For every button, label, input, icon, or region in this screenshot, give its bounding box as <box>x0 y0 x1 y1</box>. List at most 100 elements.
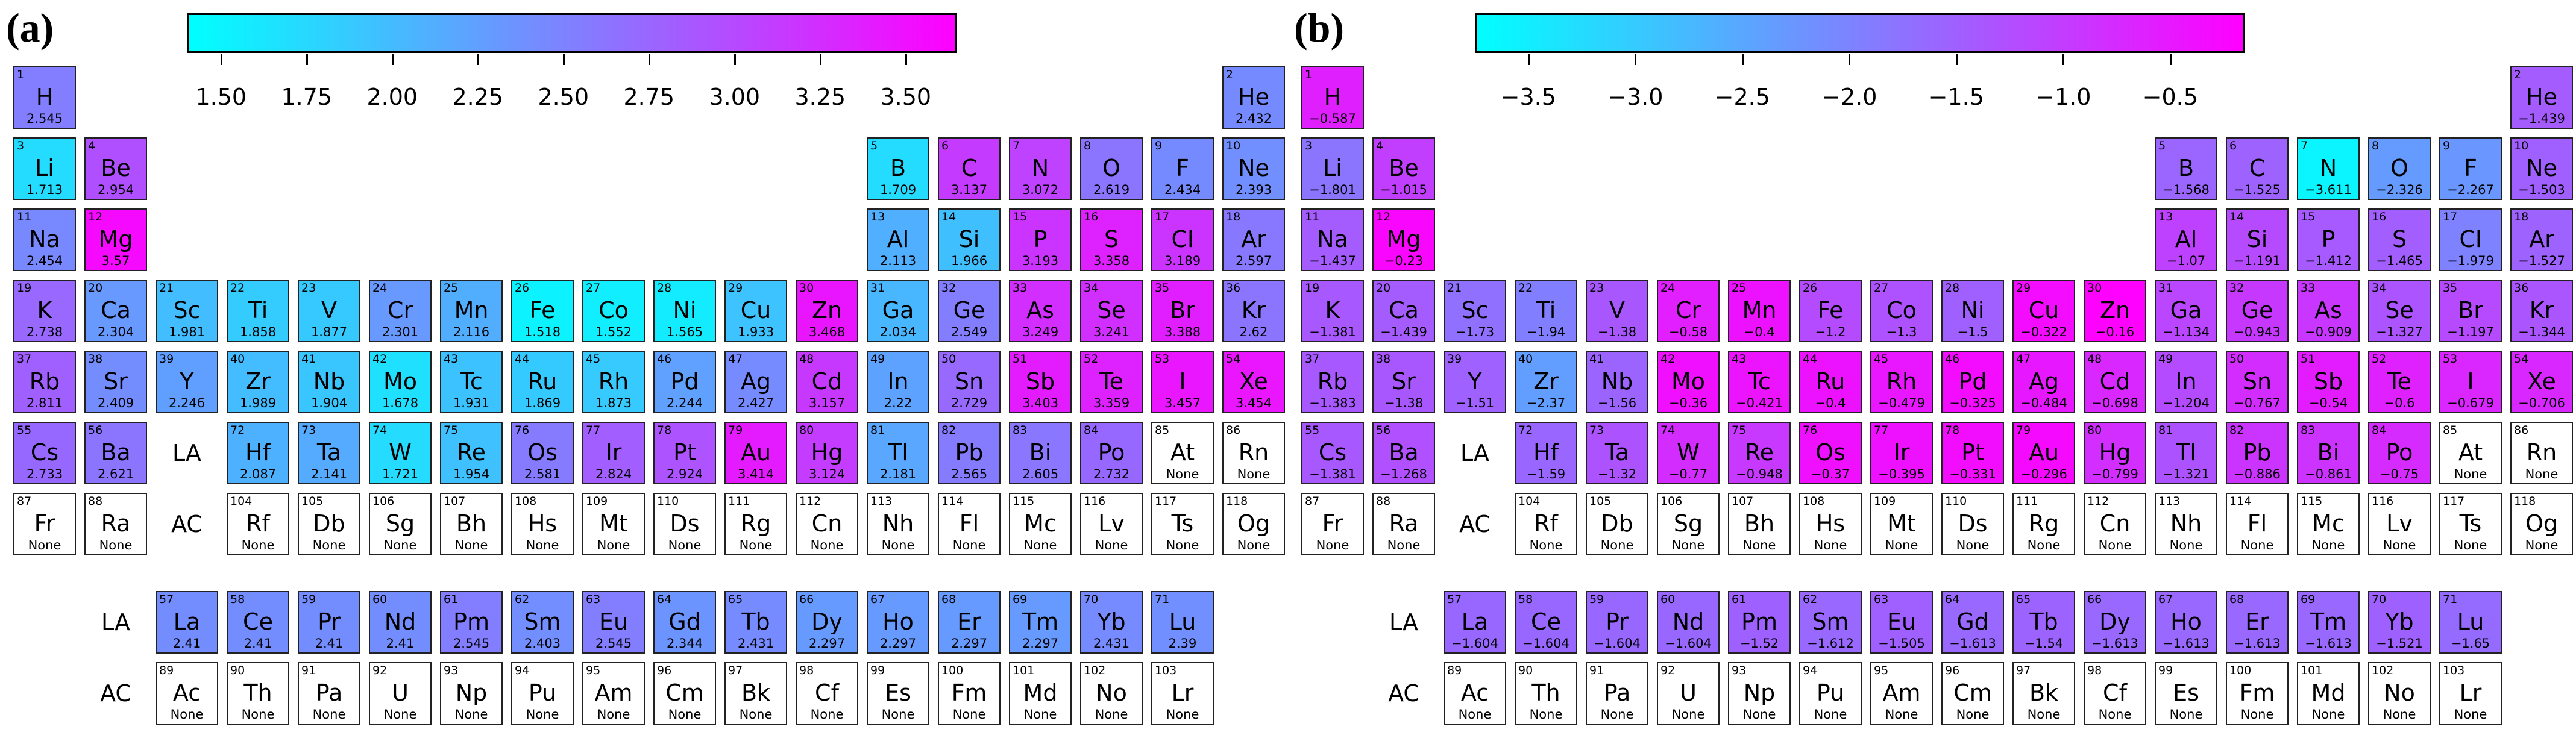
colorbar <box>187 13 957 53</box>
element-cell: 76 Os 2.581 <box>511 422 574 484</box>
element-value: None <box>526 538 559 552</box>
element-symbol: Pa <box>315 680 343 706</box>
element-cell: 34 Se 3.241 <box>1080 280 1143 342</box>
atomic-number: 65 <box>728 593 743 606</box>
element-symbol: Hs <box>527 510 558 537</box>
atomic-number: 36 <box>2514 281 2529 295</box>
element-symbol: Bi <box>2317 439 2340 466</box>
element-cell: 3 Li −1.801 <box>1301 137 1364 200</box>
atomic-number: 108 <box>515 495 537 508</box>
atomic-number: 73 <box>301 424 316 437</box>
element-cell: 57 La −1.604 <box>1444 591 1506 654</box>
element-value: 2.116 <box>453 325 490 339</box>
element-symbol: Fr <box>1322 510 1343 537</box>
atomic-number: 3 <box>17 139 25 152</box>
element-value: 2.427 <box>737 396 774 410</box>
element-value: None <box>1166 467 1199 481</box>
colorbar-tick <box>734 54 736 65</box>
atomic-number: 107 <box>444 495 466 508</box>
element-value: None <box>2169 538 2203 552</box>
atomic-number: 41 <box>301 352 316 366</box>
element-cell: 65 Tb 2.431 <box>724 591 787 654</box>
element-cell: 88 Ra None <box>1372 493 1435 555</box>
element-symbol: Rb <box>29 368 60 395</box>
element-symbol: Er <box>957 608 981 635</box>
element-cell: 97 Bk None <box>2012 662 2075 725</box>
element-cell: 86 Rn None <box>1222 422 1285 484</box>
element-symbol: K <box>1325 297 1340 323</box>
atomic-number: 91 <box>301 664 316 677</box>
element-symbol: Rh <box>598 368 629 395</box>
atomic-number: 59 <box>301 593 316 606</box>
colorbar-tick <box>1635 54 1637 65</box>
atomic-number: 77 <box>586 424 601 437</box>
element-cell: 56 Ba 2.621 <box>84 422 147 484</box>
element-cell: 39 Y −1.51 <box>1444 351 1506 413</box>
element-value: 2.545 <box>595 636 632 651</box>
row-label-ac: AC <box>1459 511 1491 537</box>
atomic-number: 49 <box>870 352 885 366</box>
atomic-number: 21 <box>1447 281 1462 295</box>
element-value: 2.431 <box>1093 636 1130 651</box>
element-symbol: Eu <box>598 608 629 635</box>
atomic-number: 69 <box>2301 593 2316 606</box>
element-symbol: Be <box>1389 155 1419 181</box>
element-symbol: Es <box>2173 680 2199 706</box>
atomic-number: 70 <box>1084 593 1099 606</box>
colorbar-tick-label: 2.25 <box>452 84 504 110</box>
element-cell: 101 Md None <box>2297 662 2360 725</box>
atomic-number: 107 <box>1732 495 1754 508</box>
element-cell: 18 Ar 2.597 <box>1222 208 1285 271</box>
element-symbol: Nb <box>313 368 345 395</box>
element-cell: 74 W 1.721 <box>369 422 432 484</box>
atomic-number: 87 <box>1305 495 1320 508</box>
element-symbol: Re <box>1744 439 1774 466</box>
element-value: None <box>810 707 844 722</box>
element-symbol: Hg <box>2099 439 2131 466</box>
element-symbol: He <box>2526 84 2557 110</box>
colorbar-tick <box>562 54 565 65</box>
element-cell: 4 Be −1.015 <box>1372 137 1435 200</box>
element-cell: 58 Ce −1.604 <box>1515 591 1577 654</box>
element-value: 2.297 <box>808 636 846 651</box>
element-cell: 29 Cu −0.322 <box>2012 280 2075 342</box>
atomic-number: 116 <box>2372 495 2394 508</box>
element-value: 2.297 <box>1022 636 1059 651</box>
element-symbol: Ra <box>101 510 131 537</box>
element-symbol: Np <box>455 680 488 706</box>
element-cell: 65 Tb −1.54 <box>2012 591 2075 654</box>
atomic-number: 88 <box>88 495 103 508</box>
atomic-number: 84 <box>1084 424 1099 437</box>
element-value: None <box>2525 467 2559 481</box>
element-value: 3.189 <box>1164 254 1201 268</box>
element-value: −0.706 <box>2518 396 2565 410</box>
element-cell: 110 Ds None <box>653 493 716 555</box>
element-symbol: W <box>389 439 412 466</box>
element-symbol: Tc <box>460 368 483 395</box>
atomic-number: 24 <box>1660 281 1676 295</box>
element-value: 2.621 <box>97 467 134 481</box>
element-symbol: Ba <box>1389 439 1419 466</box>
atomic-number: 36 <box>1226 281 1241 295</box>
atomic-number: 1 <box>1305 68 1313 81</box>
element-symbol: Mo <box>1671 368 1706 395</box>
atomic-number: 87 <box>17 495 32 508</box>
element-symbol: H <box>1324 84 1342 110</box>
element-cell: 33 As 3.249 <box>1009 280 1072 342</box>
atomic-number: 25 <box>1732 281 1747 295</box>
element-cell: 91 Pa None <box>298 662 360 725</box>
atomic-number: 117 <box>2443 495 2465 508</box>
atomic-number: 72 <box>230 424 245 437</box>
element-symbol: Fm <box>2239 680 2275 706</box>
atomic-number: 37 <box>1305 352 1320 366</box>
element-cell: 59 Pr 2.41 <box>298 591 360 654</box>
element-cell: 18 Ar −1.527 <box>2510 208 2573 271</box>
atomic-number: 93 <box>1732 664 1747 677</box>
atomic-number: 26 <box>515 281 530 295</box>
atomic-number: 70 <box>2372 593 2387 606</box>
atomic-number: 99 <box>870 664 885 677</box>
element-symbol: In <box>887 368 909 395</box>
panel-label: (b) <box>1294 5 1345 51</box>
atomic-number: 83 <box>2301 424 2316 437</box>
atomic-number: 65 <box>2016 593 2031 606</box>
